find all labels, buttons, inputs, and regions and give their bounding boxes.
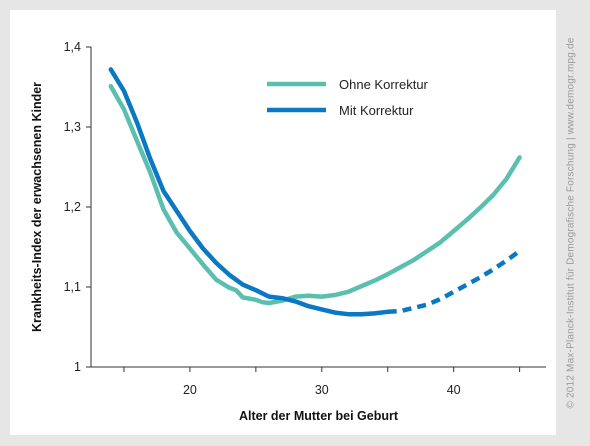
line-chart: 1 1,1 1,2 1,3 1,4 20 30 40 Ohne Korrektur Mit K… [30,40,546,423]
y-tick-label: 1,3 [64,120,81,134]
y-tick-label: 1,2 [64,200,81,214]
copyright-credit: © 2012 Max-Planck-Institut für Demografi… [565,37,577,409]
x-tick-label: 40 [447,383,461,397]
legend-label: Mit Korrektur [339,103,414,118]
x-axis-title: Alter der Mutter bei Geburt [239,409,399,423]
y-tick-label: 1,4 [64,40,81,54]
y-tick-label: 1,1 [64,280,81,294]
series-layer [108,67,522,317]
x-ticks: 20 30 40 [123,367,521,397]
legend-label: Ohne Korrektur [339,77,429,92]
y-axis-title: Krankheits-Index der erwachsenen Kinder [30,82,44,332]
chart-figure: 1 1,1 1,2 1,3 1,4 20 30 40 Ohne Korrektur Mit K… [10,10,556,435]
series-line-mit-korrektur [108,67,390,317]
y-tick-label: 1 [74,360,81,374]
x-tick-label: 30 [315,383,329,397]
y-ticks: 1 1,1 1,2 1,3 1,4 [64,40,91,374]
series-line-ohne-korrektur [108,83,522,306]
legend: Ohne Korrektur Mit Korrektur [267,77,429,118]
series-line-mit-korrektur-dashed [387,249,521,315]
x-tick-label: 20 [183,383,197,397]
